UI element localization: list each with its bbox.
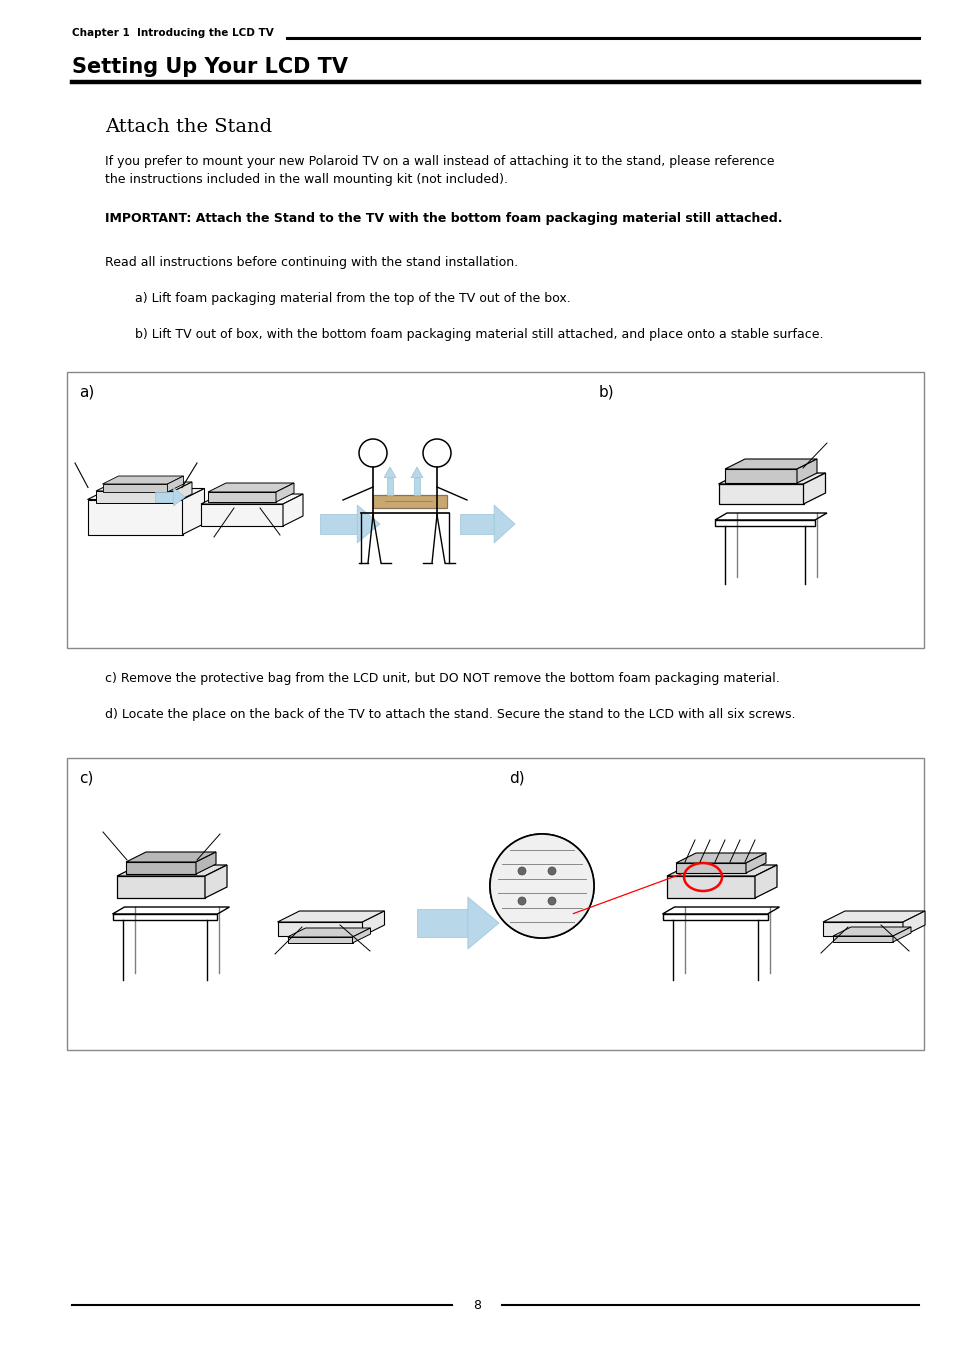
Polygon shape <box>661 914 767 919</box>
Polygon shape <box>168 477 183 492</box>
Polygon shape <box>195 852 215 873</box>
Text: a) Lift foam packaging material from the top of the TV out of the box.: a) Lift foam packaging material from the… <box>135 292 570 305</box>
Polygon shape <box>494 505 515 543</box>
Polygon shape <box>754 865 776 898</box>
Polygon shape <box>277 922 362 936</box>
Polygon shape <box>319 513 356 535</box>
Polygon shape <box>718 473 824 483</box>
Polygon shape <box>676 853 765 862</box>
Polygon shape <box>414 478 420 496</box>
Text: d) Locate the place on the back of the TV to attach the stand. Secure the stand : d) Locate the place on the back of the T… <box>105 708 795 720</box>
Polygon shape <box>277 911 384 922</box>
Text: b) Lift TV out of box, with the bottom foam packaging material still attached, a: b) Lift TV out of box, with the bottom f… <box>135 328 822 341</box>
Polygon shape <box>287 937 352 942</box>
Polygon shape <box>112 907 230 914</box>
Polygon shape <box>745 853 765 873</box>
Text: If you prefer to mount your new Polaroid TV on a wall instead of attaching it to: If you prefer to mount your new Polaroid… <box>105 154 774 168</box>
Polygon shape <box>201 504 283 525</box>
Polygon shape <box>416 909 467 937</box>
Text: Attach the Stand: Attach the Stand <box>105 118 272 135</box>
Polygon shape <box>467 896 498 949</box>
Polygon shape <box>283 494 303 525</box>
Polygon shape <box>352 927 370 942</box>
Polygon shape <box>182 489 204 535</box>
Text: c): c) <box>79 770 93 785</box>
Text: the instructions included in the wall mounting kit (not included).: the instructions included in the wall mo… <box>105 172 507 185</box>
Polygon shape <box>102 477 183 483</box>
Polygon shape <box>112 914 217 919</box>
Polygon shape <box>126 852 215 862</box>
Polygon shape <box>126 862 195 873</box>
Text: IMPORTANT: Attach the Stand to the TV with the bottom foam packaging material st: IMPORTANT: Attach the Stand to the TV wi… <box>105 213 781 225</box>
Polygon shape <box>173 482 192 502</box>
Text: Setting Up Your LCD TV: Setting Up Your LCD TV <box>71 57 348 77</box>
Polygon shape <box>154 492 173 502</box>
Polygon shape <box>459 513 494 535</box>
Circle shape <box>547 867 556 875</box>
Polygon shape <box>88 489 204 500</box>
Polygon shape <box>796 459 816 483</box>
Polygon shape <box>892 927 910 942</box>
Polygon shape <box>373 496 447 508</box>
Polygon shape <box>724 459 816 468</box>
Polygon shape <box>208 483 294 492</box>
Polygon shape <box>96 482 192 492</box>
Polygon shape <box>832 936 892 942</box>
Polygon shape <box>205 865 227 898</box>
Circle shape <box>490 834 594 938</box>
Circle shape <box>517 867 525 875</box>
Polygon shape <box>714 520 814 525</box>
Text: d): d) <box>509 770 524 785</box>
Polygon shape <box>822 922 902 936</box>
Polygon shape <box>275 483 294 502</box>
Polygon shape <box>411 467 422 478</box>
Bar <box>67 758 923 1049</box>
Polygon shape <box>208 492 275 502</box>
Polygon shape <box>88 500 182 535</box>
Polygon shape <box>718 483 802 504</box>
Polygon shape <box>802 473 824 504</box>
Text: c) Remove the protective bag from the LCD unit, but DO NOT remove the bottom foa: c) Remove the protective bag from the LC… <box>105 672 779 685</box>
Polygon shape <box>96 492 173 502</box>
Text: Chapter 1  Introducing the LCD TV: Chapter 1 Introducing the LCD TV <box>71 28 274 38</box>
Polygon shape <box>362 911 384 936</box>
Polygon shape <box>102 483 168 492</box>
Text: a): a) <box>79 385 94 399</box>
Text: 8: 8 <box>473 1298 480 1312</box>
Text: Read all instructions before continuing with the stand installation.: Read all instructions before continuing … <box>105 256 517 269</box>
Circle shape <box>547 896 556 904</box>
Polygon shape <box>714 513 826 520</box>
Circle shape <box>517 896 525 904</box>
Polygon shape <box>386 478 393 496</box>
Polygon shape <box>724 468 796 483</box>
Polygon shape <box>666 865 776 876</box>
Polygon shape <box>666 876 754 898</box>
Polygon shape <box>201 494 303 504</box>
Polygon shape <box>173 487 185 506</box>
Text: b): b) <box>598 385 614 399</box>
Bar <box>67 372 923 649</box>
Polygon shape <box>117 876 205 898</box>
Polygon shape <box>902 911 924 936</box>
Polygon shape <box>287 927 370 937</box>
Polygon shape <box>832 927 910 936</box>
Polygon shape <box>117 865 227 876</box>
Polygon shape <box>822 911 924 922</box>
Polygon shape <box>356 505 379 543</box>
Polygon shape <box>676 862 745 873</box>
Polygon shape <box>661 907 779 914</box>
Polygon shape <box>384 467 395 478</box>
